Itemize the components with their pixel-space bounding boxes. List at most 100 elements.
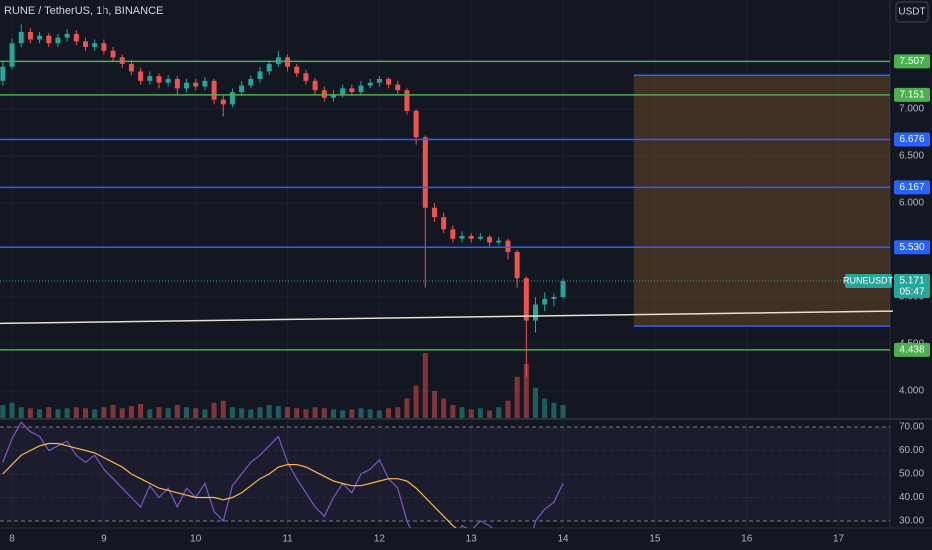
level-label-box bbox=[894, 54, 930, 69]
candle-body bbox=[220, 99, 226, 105]
candle-body bbox=[110, 50, 116, 58]
volume-bar bbox=[404, 398, 410, 418]
currency-button[interactable] bbox=[895, 1, 929, 23]
volume-bar bbox=[431, 390, 437, 418]
volume-bar bbox=[487, 410, 493, 418]
volume-bar bbox=[27, 408, 33, 418]
candle-body bbox=[395, 84, 401, 91]
y-tick-label: 6.000 bbox=[899, 198, 924, 209]
x-tick-label: 8 bbox=[9, 534, 15, 545]
level-label-box bbox=[894, 132, 930, 147]
candle-body bbox=[551, 297, 557, 299]
volume-bar bbox=[422, 353, 428, 418]
candle-body bbox=[514, 251, 520, 279]
volume-bar bbox=[147, 409, 153, 418]
rsi-line bbox=[2, 421, 564, 528]
candle-body bbox=[92, 43, 98, 47]
volume-bar bbox=[376, 410, 382, 418]
candle-body bbox=[330, 94, 336, 98]
x-tick-label: 16 bbox=[741, 534, 753, 545]
x-tick-label: 10 bbox=[190, 534, 202, 545]
volume-bar bbox=[92, 409, 98, 418]
candle-body bbox=[119, 57, 125, 64]
volume-bar bbox=[496, 407, 502, 418]
rsi-tick-label: 50.00 bbox=[899, 469, 924, 480]
candle-body bbox=[542, 298, 548, 305]
rsi-tick-label: 70.00 bbox=[899, 422, 924, 433]
candle-body bbox=[147, 76, 153, 81]
volume-bar bbox=[18, 407, 24, 418]
level-label-box bbox=[894, 342, 930, 357]
volume-bar bbox=[459, 407, 465, 418]
x-tick-label: 14 bbox=[557, 534, 569, 545]
candle-body bbox=[459, 235, 465, 239]
candle-body bbox=[441, 217, 447, 230]
candle-body bbox=[450, 229, 456, 239]
candle-body bbox=[468, 235, 474, 239]
volume-bar bbox=[73, 407, 79, 418]
level-label: 6.167 bbox=[899, 182, 924, 193]
volume-bar bbox=[184, 407, 190, 418]
candle-body bbox=[321, 90, 327, 98]
y-tick-label: 6.500 bbox=[899, 151, 924, 162]
countdown-label: 05:47 bbox=[899, 287, 924, 298]
volume-bar bbox=[211, 402, 217, 418]
volume-bar bbox=[257, 407, 263, 418]
candle-body bbox=[128, 63, 134, 72]
level-label: 7.151 bbox=[899, 89, 924, 100]
volume-bar bbox=[285, 407, 291, 418]
y-tick-label: 7.000 bbox=[899, 104, 924, 115]
volume-bar bbox=[275, 406, 281, 418]
candle-body bbox=[560, 280, 566, 298]
candle-body bbox=[27, 31, 33, 40]
x-tick-label: 13 bbox=[466, 534, 478, 545]
volume-bar bbox=[551, 402, 557, 418]
volume-bar bbox=[174, 405, 180, 418]
volume-bar bbox=[101, 407, 107, 418]
volume-bar bbox=[165, 408, 171, 418]
symbol-label: RUNEUSDT bbox=[843, 275, 894, 285]
candle-body bbox=[422, 137, 428, 208]
level-label: 6.676 bbox=[899, 134, 924, 145]
candle-body bbox=[138, 71, 144, 81]
candle-body bbox=[248, 78, 254, 86]
candle-body bbox=[64, 33, 70, 38]
trendline bbox=[0, 310, 893, 325]
candle-body bbox=[211, 80, 217, 100]
level-label: 7.507 bbox=[899, 56, 924, 67]
volume-bar bbox=[312, 407, 318, 418]
x-tick-label: 11 bbox=[282, 534, 293, 545]
candle-body bbox=[174, 78, 180, 89]
candle-body bbox=[367, 82, 373, 86]
level-label: 5.530 bbox=[899, 242, 924, 253]
volume-bar bbox=[110, 405, 116, 418]
volume-bar bbox=[468, 409, 474, 418]
candle-body bbox=[266, 63, 272, 72]
candle-body bbox=[533, 304, 539, 321]
volume-bar bbox=[37, 409, 43, 418]
volume-bar bbox=[441, 398, 447, 418]
candle-body bbox=[505, 240, 511, 252]
volume-bar bbox=[64, 408, 70, 418]
level-label-box bbox=[894, 87, 930, 102]
candle-body bbox=[239, 85, 245, 93]
volume-bar bbox=[367, 409, 373, 418]
candle-body bbox=[477, 236, 483, 239]
candle-body bbox=[312, 80, 318, 91]
currency-label[interactable]: USDT bbox=[898, 7, 925, 18]
volume-bar bbox=[523, 363, 529, 418]
candle-body bbox=[376, 78, 382, 83]
volume-bar bbox=[386, 408, 392, 418]
volume-bar bbox=[542, 398, 548, 418]
x-tick-label: 9 bbox=[101, 534, 107, 545]
candle-body bbox=[413, 110, 419, 138]
volume-bar bbox=[9, 402, 15, 418]
candle-body bbox=[303, 73, 309, 81]
candle-body bbox=[18, 31, 24, 44]
volume-bar bbox=[340, 410, 346, 418]
volume-bar bbox=[138, 403, 144, 418]
volume-bar bbox=[266, 405, 272, 418]
candle-body bbox=[523, 278, 529, 321]
chart-title: RUNE / TetherUS, 1h, BINANCE bbox=[4, 5, 163, 17]
